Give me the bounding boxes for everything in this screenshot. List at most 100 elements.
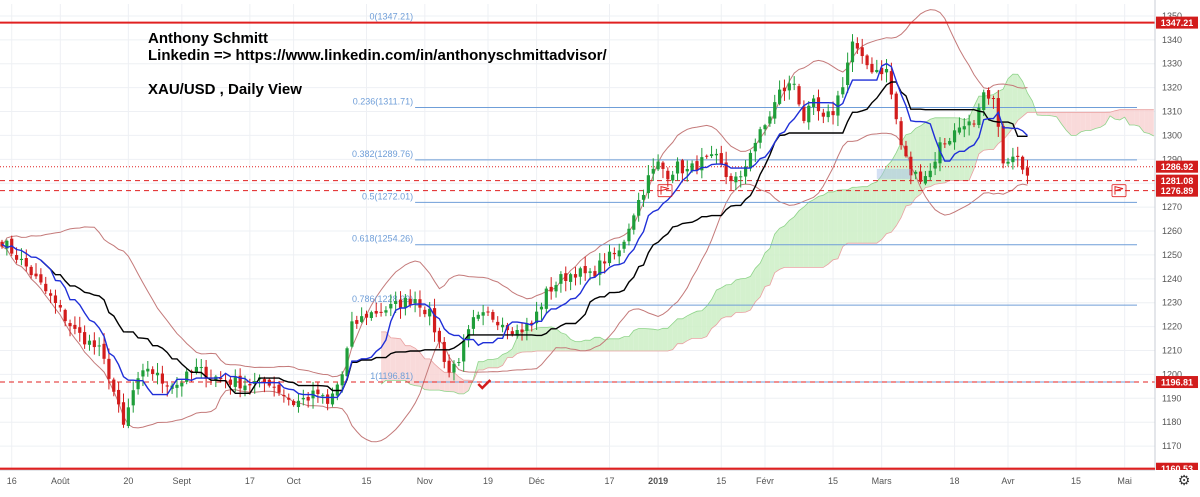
time-axis-tick-label: 2019 bbox=[648, 476, 668, 486]
candle-body bbox=[0, 241, 4, 247]
candle-body bbox=[102, 343, 106, 359]
candle-body bbox=[734, 176, 738, 183]
price-axis-tick-label: 1230 bbox=[1162, 298, 1182, 308]
candle-body bbox=[578, 268, 582, 277]
cloud-segment bbox=[424, 358, 430, 391]
candle-body bbox=[141, 370, 145, 377]
cloud-segment bbox=[969, 106, 974, 181]
candle-body bbox=[695, 161, 699, 171]
candle-body bbox=[292, 401, 296, 406]
candle-body bbox=[569, 274, 573, 282]
time-axis-tick-label: Févr bbox=[756, 476, 774, 486]
candle-body bbox=[78, 327, 82, 333]
cloud-segment bbox=[507, 348, 513, 358]
candle-body bbox=[991, 98, 996, 100]
candle-body bbox=[675, 161, 680, 174]
candle-body bbox=[408, 298, 412, 305]
cloud-segment bbox=[745, 276, 751, 313]
flag-icon bbox=[657, 184, 673, 198]
candle-body bbox=[841, 87, 845, 95]
cloud-segment bbox=[522, 329, 527, 353]
candle-body bbox=[238, 375, 242, 389]
bollinger-upper-line bbox=[1, 9, 1028, 378]
candle-body bbox=[948, 140, 952, 145]
candle-body bbox=[709, 154, 714, 157]
candle-body bbox=[58, 305, 62, 308]
flag-icon-frame bbox=[657, 184, 673, 198]
cloud-segment bbox=[405, 345, 411, 385]
candle-body bbox=[5, 240, 9, 249]
cloud-segment bbox=[580, 340, 586, 352]
candle-body bbox=[758, 129, 762, 143]
cloud-segment bbox=[692, 311, 697, 339]
candle-body bbox=[612, 252, 616, 255]
candle-body bbox=[403, 297, 407, 308]
linkedin-link[interactable]: Linkedin => https://www.linkedin.com/in/… bbox=[148, 47, 607, 64]
candle-body bbox=[637, 199, 641, 216]
candle-body bbox=[369, 312, 373, 318]
chart-header: Anthony Schmitt Linkedin => https://www.… bbox=[148, 30, 607, 98]
candle-body bbox=[19, 258, 24, 261]
cloud-segment bbox=[852, 187, 858, 244]
candle-body bbox=[632, 215, 636, 230]
time-axis-tick-label: 17 bbox=[604, 476, 614, 486]
cloud-segment bbox=[891, 152, 897, 233]
price-axis-background bbox=[1155, 0, 1200, 492]
candle-body bbox=[121, 402, 126, 425]
candle-body bbox=[773, 102, 777, 119]
candle-body bbox=[379, 311, 383, 313]
candle-body bbox=[807, 105, 811, 123]
cloud-segment bbox=[609, 338, 615, 352]
flag-icon bbox=[660, 186, 670, 195]
candle-body bbox=[957, 127, 962, 133]
cloud-segment bbox=[512, 337, 518, 358]
time-axis-background bbox=[0, 470, 1200, 492]
cloud-segment bbox=[502, 352, 508, 366]
candle-body bbox=[83, 332, 87, 345]
cloud-segment bbox=[731, 279, 736, 317]
cloud-segment bbox=[716, 287, 722, 325]
candle-body bbox=[126, 407, 130, 426]
cloud-segment bbox=[915, 125, 921, 198]
cloud-segment bbox=[604, 338, 610, 352]
candle-body bbox=[700, 157, 704, 171]
candle-body bbox=[1006, 161, 1010, 164]
candle-body bbox=[753, 142, 757, 152]
candle-body bbox=[846, 62, 850, 86]
candle-body bbox=[287, 397, 291, 400]
cloud-segment bbox=[560, 332, 566, 352]
cloud-segment bbox=[706, 299, 712, 337]
candle-body bbox=[486, 311, 490, 313]
candle-body bbox=[326, 394, 330, 404]
candle-body bbox=[855, 43, 859, 49]
price-tag-label: 1196.81 bbox=[1161, 378, 1193, 388]
candle-body bbox=[573, 274, 578, 278]
fib-level-label: 1(1196.81) bbox=[370, 371, 413, 381]
candle-body bbox=[462, 340, 466, 362]
time-axis-tick-label: Déc bbox=[529, 476, 546, 486]
selection-highlight bbox=[876, 168, 911, 179]
candle-body bbox=[816, 97, 821, 112]
candle-body bbox=[457, 362, 461, 364]
price-tag-label: 1160.53 bbox=[1161, 464, 1193, 474]
cloud-segment bbox=[400, 338, 406, 381]
candle-body bbox=[330, 393, 335, 405]
time-axis-tick-label: 16 bbox=[7, 476, 17, 486]
candle-body bbox=[316, 389, 320, 395]
settings-gear-icon[interactable]: ⚙ bbox=[1177, 472, 1191, 488]
candle-body bbox=[899, 121, 903, 145]
candle-body bbox=[943, 143, 947, 145]
price-axis-tick-label: 1240 bbox=[1162, 274, 1182, 284]
candle-body bbox=[131, 390, 135, 406]
candle-body bbox=[656, 161, 660, 170]
time-axis-tick-label: Mai bbox=[1117, 476, 1132, 486]
time-axis-tick-label: 19 bbox=[483, 476, 493, 486]
cloud-segment bbox=[833, 190, 838, 260]
candles bbox=[0, 34, 1030, 429]
price-axis-tick-label: 1220 bbox=[1162, 322, 1182, 332]
cloud-segment bbox=[653, 329, 659, 352]
cloud-segment bbox=[1090, 112, 1096, 131]
candle-body bbox=[933, 161, 937, 169]
candle-body bbox=[165, 385, 169, 387]
